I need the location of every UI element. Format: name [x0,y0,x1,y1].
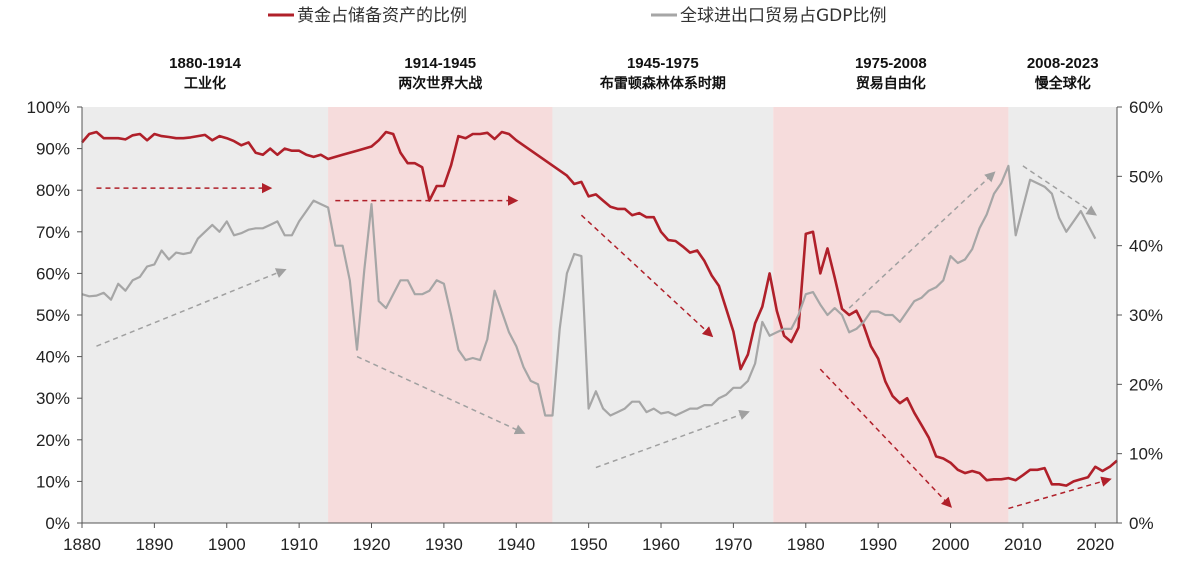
legend-label: 黄金占储备资产的比例 [297,6,467,26]
period-labels: 1880-1914 工业化 1914-1945 两次世界大战 1945-1975 布雷顿森… [169,55,1098,92]
x-tick-label: 1980 [787,535,825,554]
period-band-2 [552,107,774,523]
x-tick-label: 1970 [714,535,752,554]
period-years-label: 1945-1975 [627,55,699,72]
series-lines [81,130,1118,487]
x-tick-label: 1880 [63,535,101,554]
trend-arrow-3 [819,368,952,508]
trend-arrow-2 [580,214,714,338]
x-tick-label: 1950 [570,535,608,554]
y-left-tick-label: 40% [36,348,70,367]
y-right-tick-label: 50% [1129,167,1163,186]
period-name-label: 慢全球化 [1035,75,1091,92]
trend-arrow-5 [96,268,287,347]
y-left-tick-label: 60% [36,264,70,283]
y-left-tick-label: 50% [36,306,70,325]
y-left-tick-label: 10% [36,472,70,491]
y-left-tick-label: 80% [36,181,70,200]
period-years-label: 1880-1914 [169,55,241,72]
x-tick-label: 1900 [208,535,246,554]
x-tick-label: 2010 [1004,535,1042,554]
period-name-label: 两次世界大战 [398,75,482,92]
y-right-tick-label: 40% [1129,237,1163,256]
legend: 黄金占储备资产的比例 全球进出口贸易占GDP比例 [268,6,887,26]
x-tick-label: 2000 [932,535,970,554]
y-left-tick-label: 100% [27,98,70,117]
x-tick-label: 1920 [353,535,391,554]
period-band-0 [82,107,329,523]
x-tick-label: 1990 [859,535,897,554]
x-tick-label: 1890 [135,535,173,554]
period-band-1 [328,107,553,523]
series-line-1 [81,164,1097,417]
period-name-label: 布雷顿森林体系时期 [600,75,726,92]
period-name-label: 贸易自由化 [856,75,926,92]
y-left-tick-label: 20% [36,431,70,450]
period-name-label: 工业化 [184,75,226,92]
trend-arrows [96,165,1112,510]
y-right-tick-label: 60% [1129,98,1163,117]
period-years-label: 2008-2023 [1027,55,1099,72]
trend-arrow-9 [1022,165,1098,216]
x-tick-label: 1940 [497,535,535,554]
axes: 0% 10% 20% 30% 40% 50% 60% 70% 80% 90% 100% 0% 10% 20… [27,98,1164,554]
y-right-tick-label: 10% [1129,445,1163,464]
x-tick-label: 2020 [1076,535,1114,554]
legend-label: 全球进出口贸易占GDP比例 [680,6,887,26]
trend-arrow-8 [848,171,996,309]
y-right-tick-label: 0% [1129,514,1154,533]
trend-arrow-6 [356,355,526,435]
x-tick-label: 1910 [280,535,318,554]
series-line-0 [81,130,1118,487]
period-years-label: 1975-2008 [855,55,927,72]
y-left-tick-label: 30% [36,389,70,408]
y-right-tick-label: 20% [1129,375,1163,394]
x-tick-label: 1960 [642,535,680,554]
y-left-tick-label: 0% [45,514,70,533]
y-left-tick-label: 70% [36,223,70,242]
y-left-tick-label: 90% [36,140,70,159]
y-right-tick-label: 30% [1129,306,1163,325]
x-tick-label: 1930 [425,535,463,554]
period-shading [82,107,1117,523]
period-band-4 [1008,107,1117,523]
period-years-label: 1914-1945 [404,55,476,72]
